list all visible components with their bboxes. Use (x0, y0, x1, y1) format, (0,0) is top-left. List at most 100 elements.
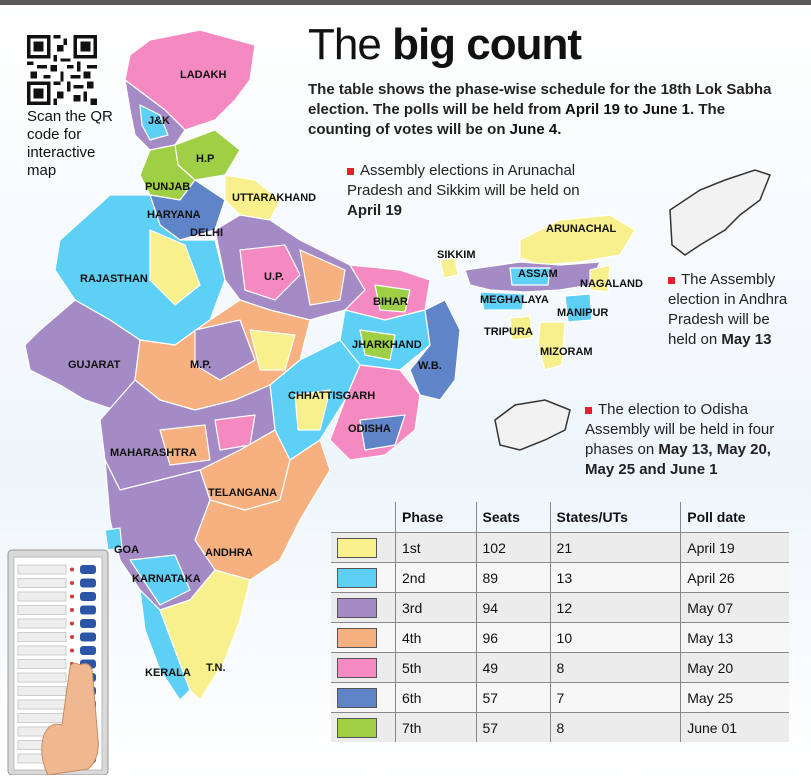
intro-count-date: June 4 (509, 121, 558, 138)
evm-indicator-light (70, 567, 74, 572)
table-row: 2nd 89 13 April 26 (331, 562, 789, 593)
header-seats: Seats (475, 502, 551, 533)
evm-vote-button (80, 592, 96, 601)
label-maharashtra: MAHARASHTRA (110, 447, 197, 459)
cell-phase: 3rd (395, 592, 477, 623)
evm-indicator-light (70, 635, 74, 639)
cell-poll-date: May 07 (680, 592, 789, 623)
region-mp-c (249, 329, 296, 371)
region-arunachal (519, 214, 636, 266)
cell-seats: 96 (475, 622, 551, 653)
region-jk-b (139, 104, 169, 141)
cell-states: 8 (549, 712, 681, 742)
header-swatch (331, 502, 396, 533)
region-ladakh (124, 29, 256, 131)
region-tripura (509, 315, 533, 341)
region-tn (159, 569, 251, 701)
phase-swatch-cell (331, 712, 396, 742)
label-chhattisgarh: CHHATTISGARH (288, 390, 375, 402)
evm-indicator-light (70, 621, 74, 626)
evm-vote-button (80, 632, 96, 642)
label-punjab: PUNJAB (145, 181, 190, 193)
evm-candidate-slot (17, 659, 67, 669)
cell-phase: 5th (395, 652, 477, 683)
table-row: 5th 49 8 May 20 (331, 652, 789, 683)
cell-states: 12 (549, 592, 681, 623)
qr-code[interactable] (27, 35, 97, 105)
label-ladakh: LADAKH (180, 69, 226, 81)
top-rule (0, 0, 811, 5)
label-manipur: MANIPUR (557, 307, 608, 319)
note-marker-icon (347, 167, 354, 175)
intro-part1: The table shows the phase-wise schedule … (308, 81, 772, 118)
cell-states: 8 (549, 652, 681, 683)
cell-phase: 4th (395, 622, 477, 653)
title-bold: big count (392, 20, 582, 69)
evm-candidate-slot (17, 713, 67, 723)
label-uttarakhand: UTTARAKHAND (232, 192, 316, 204)
region-sikkim (439, 257, 459, 279)
label-tripura: TRIPURA (484, 326, 533, 338)
region-goa (104, 527, 123, 551)
phase-color-swatch (337, 687, 377, 708)
label-karnataka: KARNATAKA (132, 573, 201, 585)
phase-swatch-cell (331, 622, 396, 653)
region-meghalaya (479, 291, 526, 311)
evm-indicator-light (70, 594, 74, 599)
region-bihar-b (374, 284, 411, 313)
note-odisha: The election to Odisha Assembly will be … (585, 400, 800, 480)
table-row: 3rd 94 12 May 07 (331, 592, 789, 623)
cell-phase: 6th (395, 682, 477, 713)
region-up-c (299, 249, 346, 306)
phase-swatch-cell (331, 592, 396, 623)
label-hp: H.P (196, 153, 214, 165)
evm-candidate-slot (17, 632, 67, 642)
evm-candidate-slot (17, 605, 67, 615)
phase-swatch-cell (331, 562, 396, 593)
note-andhra-text: The Assembly election in Andhra Pradesh … (668, 271, 788, 348)
evm-vote-button (80, 605, 96, 615)
label-haryana: HARYANA (147, 209, 201, 221)
label-mp: M.P. (190, 359, 211, 371)
label-sikkim: SIKKIM (437, 249, 476, 261)
label-nagaland: NAGALAND (580, 278, 643, 290)
cell-states: 10 (549, 622, 681, 653)
cell-poll-date: June 01 (680, 712, 789, 742)
evm-vote-button (80, 619, 96, 628)
table-row: 6th 57 7 May 25 (331, 682, 789, 713)
phase-swatch-cell (331, 682, 396, 713)
header-phase: Phase (395, 502, 477, 533)
evm-candidate-slot (17, 564, 67, 575)
cell-poll-date: May 25 (680, 682, 789, 713)
label-meghalaya: MEGHALAYA (480, 294, 549, 306)
label-tn: T.N. (206, 662, 226, 674)
label-delhi: DELHI (190, 227, 223, 239)
inset-andhra-outline (669, 169, 771, 256)
note-andhra-date: May 13 (721, 331, 772, 348)
label-telangana: TELANGANA (208, 487, 277, 499)
region-odisha-b (359, 414, 406, 451)
note-odisha-date: May 13, May 20, May 25 and June 1 (585, 441, 771, 478)
cell-seats: 89 (475, 562, 551, 593)
cell-poll-date: April 26 (680, 562, 789, 593)
table-row: 1st 102 21 April 19 (331, 532, 789, 563)
evm-indicator-light (70, 648, 74, 653)
header-poll-date: Poll date (680, 502, 789, 533)
label-bihar: BIHAR (373, 296, 408, 308)
phase-color-swatch (337, 597, 377, 618)
evm-candidate-slot (17, 578, 67, 588)
label-assam: ASSAM (518, 268, 558, 280)
region-mizoram (537, 321, 566, 371)
note-arunachal-text: Assembly elections in Arunachal Pradesh … (347, 162, 580, 199)
label-gujarat: GUJARAT (68, 359, 121, 371)
region-rajasthan-b (149, 229, 201, 306)
cell-states: 13 (549, 562, 681, 593)
cell-poll-date: May 20 (680, 652, 789, 683)
note-marker-icon (668, 276, 675, 284)
cell-seats: 102 (475, 532, 551, 563)
evm-candidate-slot (17, 645, 67, 656)
region-up-b (239, 244, 301, 301)
evm-indicator-light (70, 608, 74, 612)
note-arunachal-date: April 19 (347, 202, 403, 219)
